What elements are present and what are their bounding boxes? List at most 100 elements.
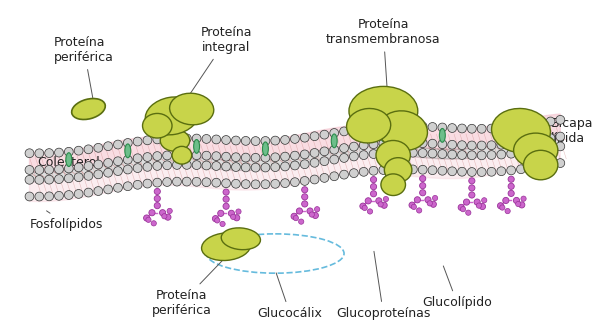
Circle shape <box>370 176 377 183</box>
Circle shape <box>359 141 368 150</box>
Circle shape <box>104 159 113 167</box>
Circle shape <box>202 151 211 160</box>
Circle shape <box>154 203 160 209</box>
Text: Bicapa
lípida: Bicapa lípida <box>511 117 593 145</box>
Text: Glucolípido: Glucolípido <box>422 266 492 309</box>
Circle shape <box>515 201 521 207</box>
Circle shape <box>296 208 302 214</box>
Circle shape <box>133 164 142 172</box>
Circle shape <box>503 197 509 204</box>
Circle shape <box>349 169 358 177</box>
Circle shape <box>349 125 358 134</box>
Circle shape <box>320 147 329 156</box>
Circle shape <box>45 175 53 184</box>
Circle shape <box>232 163 241 171</box>
Circle shape <box>153 152 162 161</box>
Circle shape <box>389 122 398 131</box>
Circle shape <box>154 196 160 202</box>
Circle shape <box>320 157 329 166</box>
Circle shape <box>379 149 388 158</box>
Circle shape <box>182 151 191 160</box>
Circle shape <box>460 207 466 212</box>
Circle shape <box>124 165 132 174</box>
Circle shape <box>94 186 103 196</box>
Circle shape <box>35 175 44 184</box>
Circle shape <box>362 205 367 211</box>
Circle shape <box>163 151 172 160</box>
Circle shape <box>340 127 349 136</box>
Circle shape <box>418 149 427 158</box>
Circle shape <box>182 177 191 186</box>
Circle shape <box>74 173 83 182</box>
Circle shape <box>271 153 280 162</box>
Circle shape <box>367 209 373 214</box>
Circle shape <box>518 202 525 208</box>
Circle shape <box>419 190 426 196</box>
Circle shape <box>153 162 162 170</box>
Circle shape <box>430 201 436 207</box>
Circle shape <box>556 115 565 124</box>
Circle shape <box>477 168 486 176</box>
Circle shape <box>521 196 526 201</box>
Circle shape <box>45 192 53 201</box>
Circle shape <box>320 173 329 182</box>
Circle shape <box>55 192 64 200</box>
Circle shape <box>379 139 388 148</box>
Circle shape <box>409 148 417 157</box>
Circle shape <box>536 162 545 171</box>
Circle shape <box>526 163 535 172</box>
Circle shape <box>398 165 407 174</box>
Text: Proteína
integral: Proteína integral <box>184 26 252 104</box>
Polygon shape <box>29 114 560 172</box>
Circle shape <box>467 124 476 133</box>
Circle shape <box>428 139 437 148</box>
Circle shape <box>310 158 319 167</box>
Circle shape <box>487 141 496 150</box>
Circle shape <box>438 123 447 132</box>
Circle shape <box>218 210 224 216</box>
Circle shape <box>376 198 382 204</box>
Circle shape <box>359 124 368 133</box>
Circle shape <box>35 192 44 201</box>
Circle shape <box>427 201 433 206</box>
Circle shape <box>556 159 565 168</box>
Circle shape <box>517 165 526 174</box>
Circle shape <box>301 133 309 142</box>
Circle shape <box>232 153 241 162</box>
Circle shape <box>223 189 229 195</box>
Circle shape <box>314 207 320 212</box>
Circle shape <box>414 197 421 203</box>
Circle shape <box>448 150 457 159</box>
Circle shape <box>45 149 53 158</box>
Circle shape <box>360 203 366 209</box>
Circle shape <box>241 136 250 145</box>
Circle shape <box>55 165 64 174</box>
Circle shape <box>469 192 475 198</box>
Circle shape <box>507 149 515 158</box>
Circle shape <box>301 150 309 159</box>
Circle shape <box>409 165 417 174</box>
Circle shape <box>153 135 162 144</box>
Circle shape <box>508 183 514 190</box>
Circle shape <box>124 138 132 148</box>
Circle shape <box>505 208 510 214</box>
Circle shape <box>433 196 438 201</box>
Circle shape <box>35 149 44 158</box>
Circle shape <box>370 191 377 197</box>
Circle shape <box>448 167 457 176</box>
Circle shape <box>192 177 201 186</box>
Circle shape <box>369 123 378 132</box>
Circle shape <box>301 176 309 185</box>
Circle shape <box>458 151 466 160</box>
Circle shape <box>104 185 113 194</box>
Ellipse shape <box>439 128 445 142</box>
Circle shape <box>293 215 299 221</box>
Circle shape <box>508 176 514 182</box>
Circle shape <box>497 203 503 209</box>
Circle shape <box>556 142 565 151</box>
Circle shape <box>153 178 162 187</box>
Circle shape <box>232 179 241 188</box>
Ellipse shape <box>379 111 427 151</box>
Circle shape <box>232 136 241 145</box>
Circle shape <box>458 124 466 133</box>
